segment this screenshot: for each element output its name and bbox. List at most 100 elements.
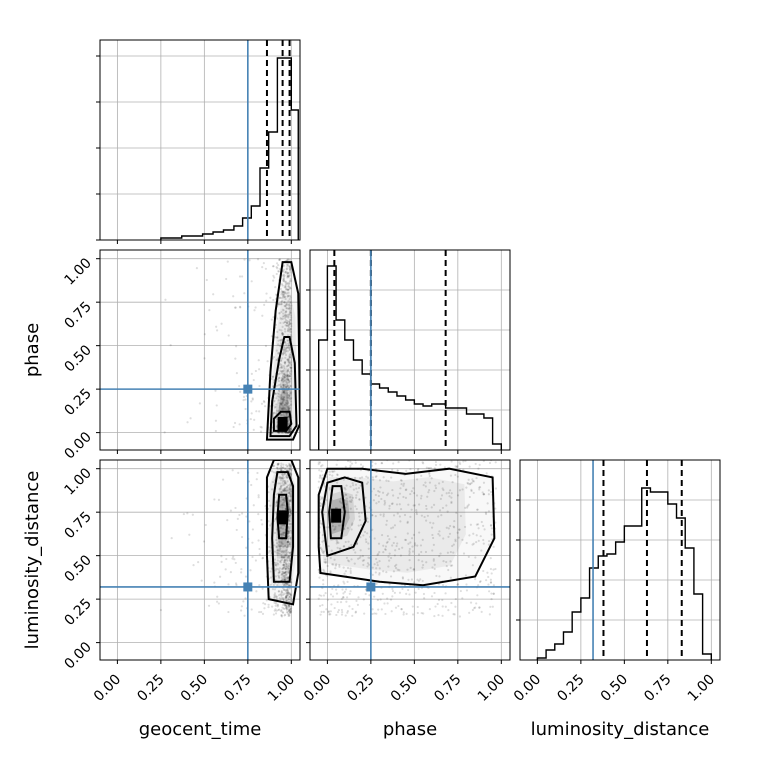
scatter-point	[279, 526, 282, 529]
scatter-point	[351, 482, 354, 485]
scatter-point	[235, 345, 238, 348]
scatter-point	[287, 492, 291, 495]
scatter-point	[271, 375, 274, 379]
density-layer	[321, 477, 466, 573]
scatter-point	[284, 572, 287, 575]
scatter-point	[454, 465, 457, 468]
scatter-point	[343, 486, 346, 489]
scatter-point	[283, 578, 286, 582]
x-tick-label: 0.00	[511, 672, 544, 705]
scatter-point	[251, 528, 255, 531]
scatter-point	[421, 461, 424, 464]
scatter-point	[251, 541, 254, 544]
scatter-point	[487, 575, 490, 579]
scatter-point	[283, 531, 286, 534]
scatter-point	[284, 270, 288, 273]
scatter-point	[280, 466, 283, 469]
scatter-point	[286, 274, 289, 278]
scatter-point	[272, 584, 275, 587]
scatter-point	[289, 485, 292, 488]
scatter-point	[322, 583, 325, 586]
scatter-point	[288, 491, 291, 494]
scatter-point	[285, 465, 289, 468]
scatter-point	[260, 402, 264, 405]
scatter-point	[404, 538, 408, 542]
scatter-point	[282, 570, 285, 573]
scatter-point	[261, 557, 264, 560]
scatter-point	[273, 592, 277, 595]
scatter-point	[287, 540, 290, 543]
scatter-point	[284, 281, 287, 284]
scatter-point	[281, 352, 285, 355]
scatter-point	[469, 482, 472, 485]
scatter-point	[374, 475, 377, 478]
scatter-point	[278, 569, 281, 572]
scatter-point	[288, 462, 291, 465]
scatter-point	[275, 501, 278, 504]
scatter-point	[282, 463, 285, 466]
scatter-point	[280, 615, 284, 618]
scatter-point	[455, 466, 458, 469]
scatter-point	[289, 592, 292, 595]
scatter-point	[286, 589, 290, 593]
scatter-point	[276, 605, 279, 608]
scatter-point	[387, 565, 390, 568]
scatter-point	[288, 566, 291, 569]
scatter-point	[273, 531, 277, 534]
scatter-point	[438, 509, 442, 512]
scatter-point	[288, 267, 291, 270]
scatter-point	[386, 540, 389, 543]
scatter-point	[238, 275, 242, 278]
scatter-point	[275, 272, 278, 276]
scatter-point	[281, 391, 285, 394]
scatter-point	[387, 479, 390, 483]
scatter-point	[464, 574, 468, 577]
scatter-point	[288, 427, 292, 430]
scatter-point	[279, 369, 282, 372]
scatter-point	[279, 487, 282, 490]
scatter-point	[330, 549, 333, 552]
scatter-point	[328, 613, 331, 616]
scatter-point	[280, 553, 283, 557]
scatter-point	[454, 597, 457, 601]
scatter-point	[283, 304, 286, 308]
scatter-point	[280, 524, 283, 527]
scatter-point	[390, 502, 394, 505]
scatter-point	[273, 609, 276, 612]
scatter-point	[449, 524, 452, 528]
scatter-point	[286, 303, 289, 307]
scatter-point	[221, 478, 225, 481]
scatter-point	[282, 398, 285, 401]
scatter-point	[375, 582, 378, 586]
x-tick-label: 1.00	[685, 672, 718, 705]
scatter-point	[430, 595, 434, 598]
scatter-point	[286, 339, 289, 342]
scatter-point	[227, 334, 230, 337]
scatter-point	[234, 506, 237, 510]
scatter-point	[273, 399, 276, 402]
scatter-point	[284, 401, 288, 404]
scatter-point	[284, 330, 287, 333]
scatter-point	[240, 605, 243, 608]
scatter-point	[453, 519, 456, 523]
scatter-point	[289, 277, 292, 281]
scatter-point	[282, 546, 285, 549]
scatter-point	[286, 464, 289, 468]
scatter-point	[286, 484, 290, 487]
scatter-point	[468, 495, 471, 499]
scatter-point	[289, 543, 292, 546]
scatter-point	[287, 363, 290, 367]
scatter-point	[281, 591, 284, 594]
scatter-point	[319, 474, 322, 477]
scatter-point	[391, 595, 394, 598]
scatter-point	[261, 266, 264, 269]
scatter-point	[422, 563, 425, 567]
scatter-point	[389, 556, 393, 560]
scatter-point	[279, 561, 282, 564]
scatter-point	[482, 542, 485, 545]
scatter-point	[350, 528, 353, 531]
scatter-point	[283, 578, 286, 582]
scatter-point	[278, 267, 281, 271]
scatter-point	[415, 512, 418, 516]
